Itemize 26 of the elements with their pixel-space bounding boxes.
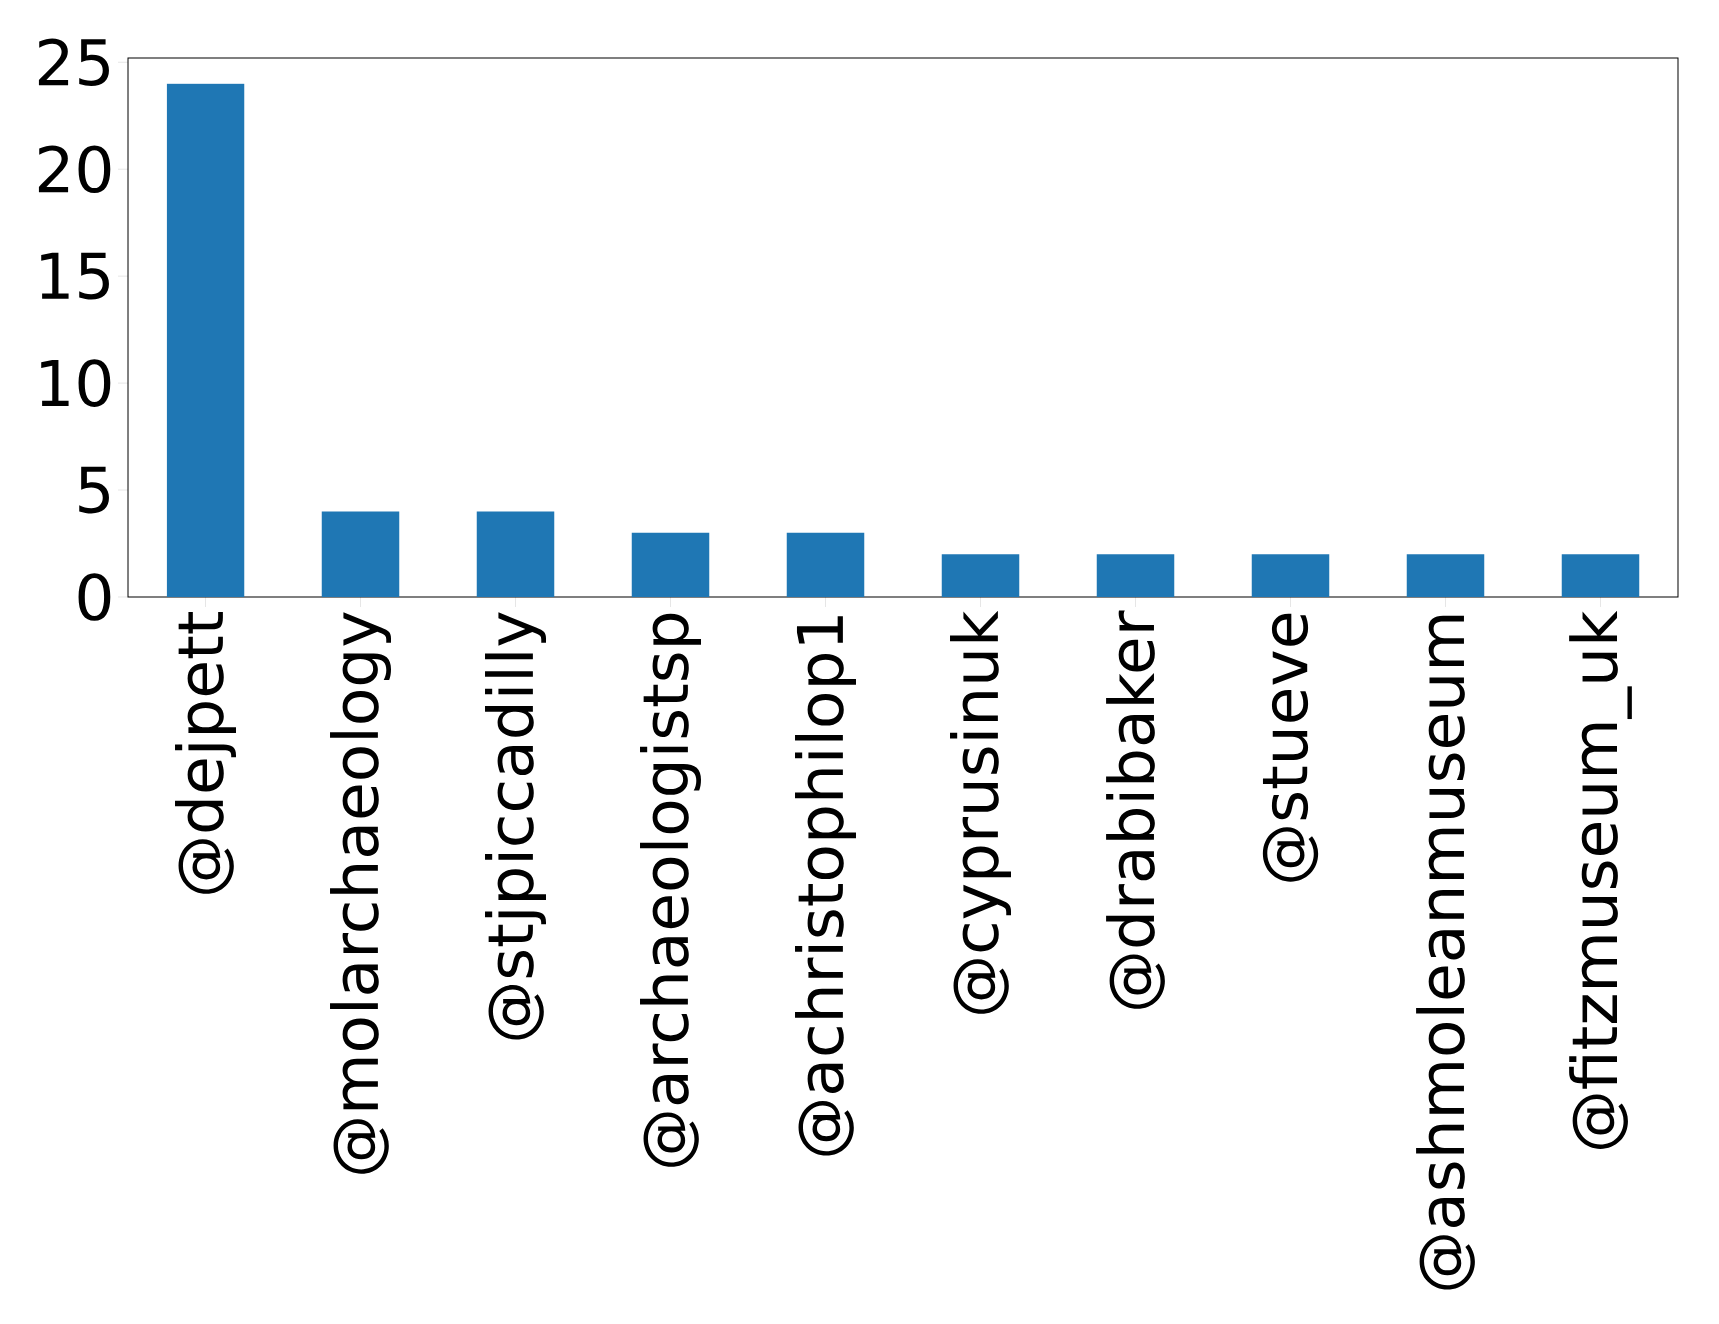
y-tick-label: 25 bbox=[38, 38, 109, 87]
bar bbox=[631, 532, 710, 597]
x-tick-label: @drabibaker bbox=[1106, 610, 1165, 1009]
x-tick-label: @achristophilop1 bbox=[795, 616, 856, 1156]
bar bbox=[166, 83, 245, 597]
bar bbox=[941, 554, 1020, 597]
bar bbox=[321, 511, 400, 597]
x-tick-label: @stjpiccadilly bbox=[485, 612, 546, 1040]
y-tick-label: 0 bbox=[78, 573, 111, 621]
x-tick-label: @stueve bbox=[1262, 613, 1319, 882]
bar bbox=[476, 511, 555, 597]
y-tick-label: 10 bbox=[41, 359, 111, 407]
y-tick-label: 15 bbox=[41, 252, 109, 300]
x-tick-label: @fitzmuseum_uk bbox=[1569, 610, 1632, 1149]
bar bbox=[786, 532, 865, 597]
bar bbox=[1251, 554, 1330, 597]
x-tick-label: @molarchaeology bbox=[330, 612, 391, 1174]
x-tick-label: @ashmoleanmuseum bbox=[1416, 615, 1475, 1290]
bar bbox=[1406, 554, 1485, 597]
y-tick-label: 20 bbox=[38, 145, 111, 194]
x-tick-label: @archaeologistsp bbox=[640, 613, 701, 1167]
bar bbox=[1096, 554, 1175, 597]
bar bbox=[1561, 554, 1640, 597]
y-tick-label: 5 bbox=[79, 466, 109, 514]
x-tick-label: @cyprusinuk bbox=[950, 610, 1011, 1014]
x-tick-label: @dejpett bbox=[175, 612, 236, 894]
